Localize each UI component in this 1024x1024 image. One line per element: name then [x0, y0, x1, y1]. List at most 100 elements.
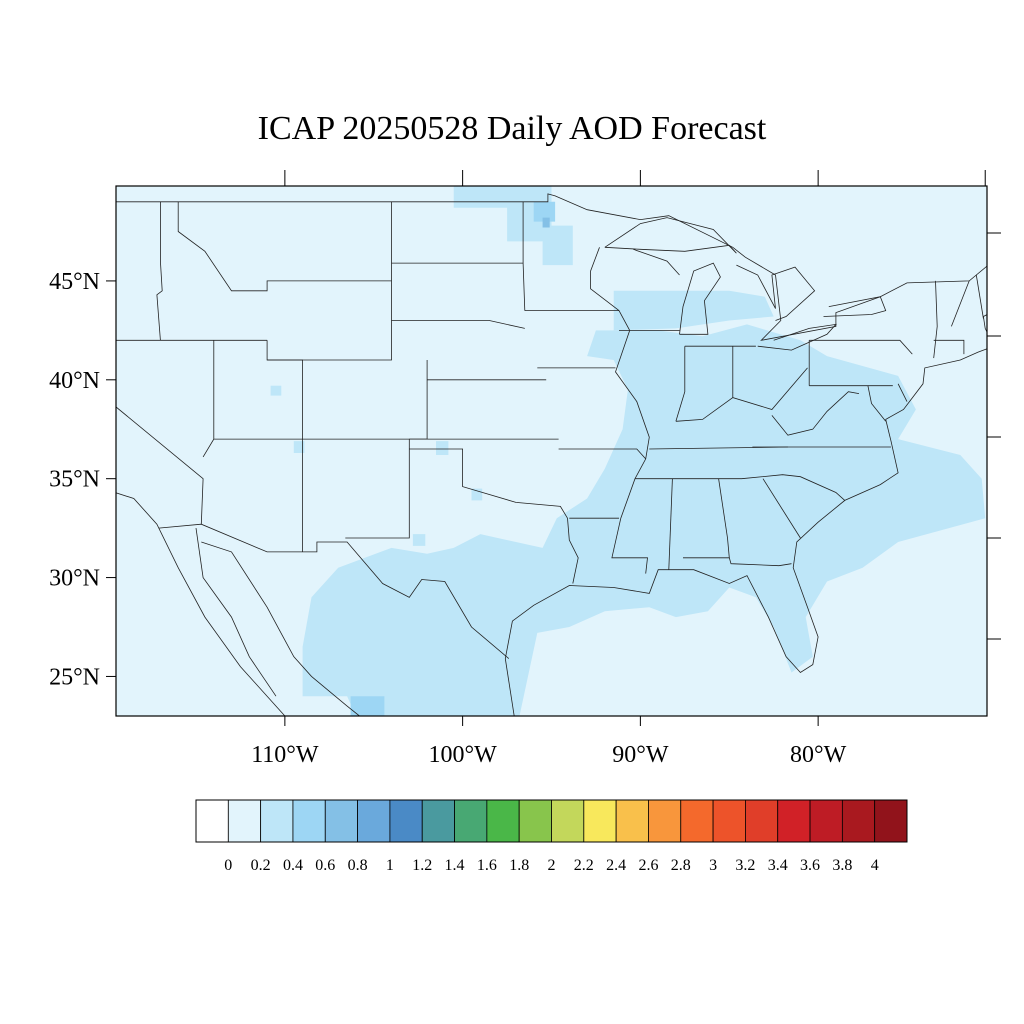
- colorbar-box-18: [777, 799, 811, 843]
- boundary-baja-outline: [195, 528, 277, 697]
- colorbar-box-10: [518, 799, 552, 843]
- colorbar-box-3: [292, 799, 326, 843]
- boundary-west-coast: [116, 492, 286, 716]
- boundary-ohio-river: [675, 367, 808, 422]
- axis-tick-labels: 45°N 40°N 35°N 30°N 25°N 110°W 100°W 90°W 80°W: [49, 269, 847, 768]
- aod-region-great-lakes-south: [613, 290, 774, 331]
- boundary-sd-ne: [391, 320, 525, 329]
- aod-region-texas-south: [350, 696, 385, 716]
- aod-region-kansas-spot: [436, 441, 449, 455]
- boundary-mexico-border: [158, 523, 510, 659]
- colorbar-label-1: 0.2: [251, 857, 271, 874]
- boundary-lake-michigan: [679, 262, 721, 335]
- colorbar-box-13: [615, 799, 649, 843]
- colorbar-box-9: [486, 799, 520, 843]
- colorbar-label-2: 0.4: [283, 857, 303, 874]
- boundary-lake-erie: [757, 323, 837, 351]
- boundary-nm-tx: [345, 439, 410, 539]
- colorbar-label-6: 1.2: [412, 857, 432, 874]
- colorbar-label-9: 1.8: [509, 857, 529, 874]
- x-tick-label-80: 80°W: [790, 742, 847, 768]
- colorbar-label-13: 2.6: [639, 857, 659, 874]
- x-tick-label-90: 90°W: [612, 742, 669, 768]
- colorbar-box-7: [421, 799, 455, 843]
- boundary-nh-me: [975, 274, 984, 319]
- colorbar-box-15: [680, 799, 714, 843]
- boundary-nj-de: [897, 383, 908, 402]
- colorbar-label-4: 0.8: [348, 857, 368, 874]
- colorbar-label-18: 3.6: [800, 857, 820, 874]
- y-tick-label-25: 25°N: [49, 664, 100, 690]
- aod-region-minnesota-core: [533, 201, 556, 222]
- colorbar-label-16: 3.2: [735, 857, 755, 874]
- boundary-ms-al: [668, 478, 673, 570]
- colorbar-frame: [195, 799, 908, 843]
- colorbar-label-11: 2.2: [574, 857, 594, 874]
- axis-ticks: [106, 170, 1001, 726]
- colorbar-box-14: [648, 799, 682, 843]
- colorbar-label-14: 2.8: [671, 857, 691, 874]
- colorbar-label-3: 0.6: [315, 857, 335, 874]
- colorbar-label-20: 4: [871, 857, 879, 874]
- boundary-id-mt-wy: [177, 201, 392, 292]
- state-boundaries: [116, 193, 987, 716]
- y-tick-label-30: 30°N: [49, 566, 100, 592]
- y-tick-label-45: 45°N: [49, 269, 100, 295]
- aod-region-west-spot-1: [270, 385, 282, 396]
- colorbar-label-0: 0: [224, 857, 232, 874]
- boundary-vt-nh: [951, 280, 970, 327]
- aod-region-east-coast-band: [844, 369, 890, 392]
- map-title: ICAP 20250528 Daily AOD Forecast: [257, 110, 767, 147]
- boundary-mississippi-river: [611, 310, 650, 574]
- colorbar-label-12: 2.4: [606, 857, 626, 874]
- boundary-wi-mi: [633, 248, 680, 276]
- aod-overlay: [270, 186, 986, 716]
- boundary-mn-wi: [590, 247, 620, 311]
- colorbar-box-4: [324, 799, 358, 843]
- colorbar-box-12: [583, 799, 617, 843]
- colorbar-box-17: [745, 799, 779, 843]
- aod-region-nm-spot: [412, 534, 426, 546]
- colorbar-box-2: [260, 799, 294, 843]
- boundary-pa-ny: [809, 339, 913, 355]
- boundary-ca-nv: [116, 406, 204, 525]
- boundary-tn-south: [635, 474, 846, 501]
- aod-region-west-spot-2: [293, 441, 305, 453]
- colorbar-label-7: 1.4: [445, 857, 465, 874]
- boundary-fl-north: [683, 557, 792, 567]
- colorbar-label-19: 3.8: [832, 857, 852, 874]
- colorbar-label-10: 2: [548, 857, 556, 874]
- boundary-lake-superior: [604, 217, 737, 254]
- boundary-ma-south: [933, 339, 965, 355]
- boundary-us-canada-border: [116, 193, 987, 341]
- aod-region-midwest-east: [302, 324, 986, 716]
- colorbar-box-0: [195, 799, 229, 843]
- x-tick-label-110: 110°W: [251, 742, 319, 768]
- colorbar-box-5: [357, 799, 391, 843]
- colorbar-label-8: 1.6: [477, 857, 497, 874]
- aod-region-minnesota-peak: [542, 217, 550, 228]
- colorbar: 0 0.2 0.4 0.6 0.8 1 1.2 1.4 1.6 1.8 2 2.2 2.4 2.6 2.8 3…: [195, 799, 908, 874]
- boundary-al-ga: [718, 478, 730, 558]
- boundary-wv-va: [771, 391, 860, 436]
- boundary-lake-ontario: [823, 296, 887, 317]
- y-tick-label-40: 40°N: [49, 368, 100, 394]
- map-frame: [115, 185, 988, 717]
- boundary-lake-huron: [736, 264, 816, 321]
- x-tick-label-100: 100°W: [428, 742, 497, 768]
- colorbar-box-6: [389, 799, 423, 843]
- colorbar-box-8: [454, 799, 488, 843]
- colorbar-box-16: [712, 799, 746, 843]
- boundary-ok-tx: [409, 448, 579, 584]
- y-tick-label-35: 35°N: [49, 467, 100, 493]
- aod-region-oklahoma-spot: [471, 488, 483, 501]
- boundary-wa-id-mt: [156, 201, 163, 341]
- boundary-ny-vt-nh: [933, 280, 938, 359]
- colorbar-box-1: [227, 799, 262, 843]
- boundary-il-in: [675, 346, 686, 422]
- boundary-gulf-coast: [504, 314, 987, 716]
- boundary-md-va: [867, 385, 887, 422]
- boundary-ga-sc: [762, 478, 801, 539]
- boundary-mo-ar: [558, 448, 646, 460]
